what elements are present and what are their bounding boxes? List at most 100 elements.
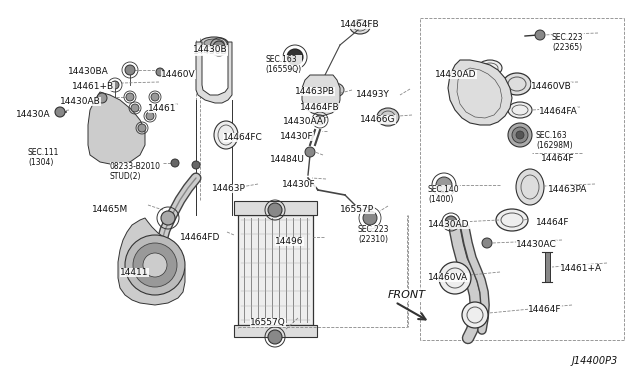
Text: 14460VA: 14460VA [428,273,468,282]
Ellipse shape [350,20,370,34]
Text: 14464FC: 14464FC [223,133,263,142]
Circle shape [445,216,457,228]
Ellipse shape [508,102,532,118]
Circle shape [439,262,471,294]
Polygon shape [118,218,185,305]
Circle shape [268,330,282,344]
Circle shape [125,65,135,75]
Circle shape [512,127,528,143]
Ellipse shape [377,108,399,126]
Text: 14464FD: 14464FD [180,233,220,242]
Polygon shape [88,92,145,165]
Circle shape [535,30,545,40]
Text: 14430AD: 14430AD [428,220,470,229]
Ellipse shape [496,209,528,231]
Circle shape [462,302,488,328]
Bar [234,325,317,337]
Text: 14430B: 14430B [193,47,228,56]
Text: 14464F: 14464F [541,154,575,163]
Circle shape [171,159,179,167]
Circle shape [143,253,167,277]
Bar [238,215,313,325]
Circle shape [459,66,471,78]
Text: 14463P: 14463P [212,184,246,193]
Text: 14430AB: 14430AB [60,97,100,106]
Bar [234,201,317,215]
Ellipse shape [503,73,531,95]
Circle shape [287,49,303,65]
Text: 14430B: 14430B [193,45,228,55]
Text: FRONT: FRONT [388,290,426,300]
Ellipse shape [200,37,228,49]
Text: 14460VB: 14460VB [531,82,572,91]
Text: 14461+B: 14461+B [72,82,114,91]
Polygon shape [448,60,512,125]
Text: SEC.163
(16559Q): SEC.163 (16559Q) [265,55,301,74]
Circle shape [133,243,177,287]
Text: 14461+A: 14461+A [560,264,602,273]
Text: 14430AA: 14430AA [283,117,324,126]
Text: 14464FA: 14464FA [539,107,578,116]
Circle shape [305,147,315,157]
Text: 14461: 14461 [148,104,177,113]
Text: 14430F: 14430F [280,132,314,141]
Text: SEC.223
(22310): SEC.223 (22310) [358,225,390,244]
Ellipse shape [311,79,339,111]
Text: 14496: 14496 [275,237,303,246]
Text: 14464F: 14464F [536,218,570,227]
Text: 14430AC: 14430AC [516,240,557,249]
Text: 14465M: 14465M [92,205,128,214]
Text: 14466G: 14466G [360,115,396,124]
Text: 14430BA: 14430BA [68,67,109,76]
Polygon shape [302,75,340,116]
Circle shape [138,124,146,132]
Text: 08233-B2010
STUD(2): 08233-B2010 STUD(2) [110,162,161,182]
Circle shape [213,41,225,53]
Text: SEC.223
(22365): SEC.223 (22365) [552,33,584,52]
Circle shape [131,104,139,112]
Text: 14484U: 14484U [270,155,305,164]
Text: 14464FB: 14464FB [300,103,340,112]
Ellipse shape [478,60,502,76]
Polygon shape [196,42,232,103]
Text: 16557Q: 16557Q [250,318,285,327]
Circle shape [516,131,524,139]
Circle shape [268,203,282,217]
Ellipse shape [214,121,238,149]
Text: 14464F: 14464F [528,305,561,314]
Text: J14400P3: J14400P3 [572,356,618,366]
Text: SEC.140
(1400): SEC.140 (1400) [428,185,460,204]
Circle shape [111,81,119,89]
Circle shape [55,107,65,117]
Circle shape [146,112,154,120]
Circle shape [161,211,175,225]
Ellipse shape [326,83,344,97]
Text: 14463PA: 14463PA [548,185,588,194]
Text: 14430F: 14430F [282,180,316,189]
Text: 14493Y: 14493Y [356,90,390,99]
Circle shape [126,93,134,101]
Ellipse shape [204,39,224,47]
Circle shape [482,238,492,248]
Bar [545,252,550,282]
Circle shape [151,93,159,101]
Text: SEC.111
(1304): SEC.111 (1304) [28,148,60,167]
Circle shape [192,161,200,169]
Text: 14464FB: 14464FB [340,20,380,29]
Text: 14411: 14411 [120,268,148,277]
Text: SEC.163
(16298M): SEC.163 (16298M) [536,131,573,150]
Circle shape [97,93,107,103]
Text: 16557P: 16557P [340,205,374,214]
Circle shape [436,177,452,193]
Circle shape [156,68,164,76]
Circle shape [125,235,185,295]
Text: 14463PB: 14463PB [295,87,335,96]
Text: 14430A: 14430A [16,110,51,119]
Text: 14460V: 14460V [161,70,196,79]
Circle shape [508,123,532,147]
Circle shape [315,115,325,125]
Ellipse shape [147,242,173,278]
Ellipse shape [516,169,544,205]
Circle shape [363,211,377,225]
Text: 14430AD: 14430AD [435,70,477,79]
